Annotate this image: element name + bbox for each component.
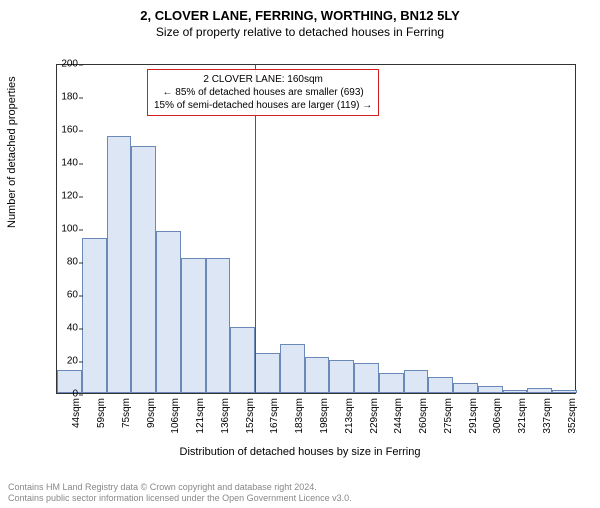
histogram-bar xyxy=(354,363,379,393)
x-tick-label: 229sqm xyxy=(369,398,380,434)
y-tick-label: 200 xyxy=(48,59,78,70)
histogram-bar xyxy=(156,231,181,393)
y-axis-label: Number of detached properties xyxy=(6,76,18,228)
histogram-bar xyxy=(131,146,156,394)
x-tick-label: 152sqm xyxy=(245,398,256,434)
x-tick-label: 213sqm xyxy=(344,398,355,434)
x-tick-label: 75sqm xyxy=(121,398,132,428)
x-tick-label: 306sqm xyxy=(492,398,503,434)
annotation-line: ← 85% of detached houses are smaller (69… xyxy=(154,86,372,99)
y-tick-label: 120 xyxy=(48,191,78,202)
x-tick-label: 121sqm xyxy=(195,398,206,434)
histogram-bar xyxy=(478,386,503,393)
chart-plot-area: 2 CLOVER LANE: 160sqm← 85% of detached h… xyxy=(56,64,576,394)
histogram-bar xyxy=(107,136,132,393)
footer-line-2: Contains public sector information licen… xyxy=(8,493,352,504)
y-tick-label: 40 xyxy=(48,323,78,334)
x-tick-label: 167sqm xyxy=(269,398,280,434)
footer-attribution: Contains HM Land Registry data © Crown c… xyxy=(8,482,352,504)
x-tick-label: 59sqm xyxy=(96,398,107,428)
histogram-bar xyxy=(206,258,231,393)
y-tick-label: 140 xyxy=(48,158,78,169)
annotation-line: 2 CLOVER LANE: 160sqm xyxy=(154,73,372,86)
histogram-bar xyxy=(453,383,478,393)
x-tick-label: 275sqm xyxy=(443,398,454,434)
annotation-box: 2 CLOVER LANE: 160sqm← 85% of detached h… xyxy=(147,69,379,116)
histogram-bar xyxy=(305,357,330,393)
x-tick-label: 337sqm xyxy=(542,398,553,434)
x-axis-label: Distribution of detached houses by size … xyxy=(0,446,600,458)
histogram-bar xyxy=(428,377,453,394)
histogram-bar xyxy=(527,388,552,393)
x-tick-label: 106sqm xyxy=(170,398,181,434)
y-tick-label: 20 xyxy=(48,356,78,367)
x-tick-label: 260sqm xyxy=(418,398,429,434)
title-sub: Size of property relative to detached ho… xyxy=(0,25,600,39)
histogram-bar xyxy=(280,344,305,394)
y-tick-label: 100 xyxy=(48,224,78,235)
annotation-line: 15% of semi-detached houses are larger (… xyxy=(154,99,372,112)
histogram-bar xyxy=(82,238,107,393)
x-tick-label: 352sqm xyxy=(567,398,578,434)
y-tick-label: 60 xyxy=(48,290,78,301)
y-tick-label: 80 xyxy=(48,257,78,268)
histogram-bar xyxy=(329,360,354,393)
x-tick-label: 183sqm xyxy=(294,398,305,434)
x-tick-label: 291sqm xyxy=(468,398,479,434)
footer-line-1: Contains HM Land Registry data © Crown c… xyxy=(8,482,352,493)
x-tick-label: 321sqm xyxy=(517,398,528,434)
histogram-bar xyxy=(181,258,206,393)
histogram-bar xyxy=(552,390,577,393)
x-tick-label: 198sqm xyxy=(319,398,330,434)
title-main: 2, CLOVER LANE, FERRING, WORTHING, BN12 … xyxy=(0,8,600,23)
histogram-bar xyxy=(379,373,404,393)
x-tick-label: 136sqm xyxy=(220,398,231,434)
x-tick-label: 90sqm xyxy=(146,398,157,428)
y-tick-label: 160 xyxy=(48,125,78,136)
histogram-bar xyxy=(404,370,429,393)
x-tick-label: 244sqm xyxy=(393,398,404,434)
x-tick-label: 44sqm xyxy=(71,398,82,428)
histogram-bar xyxy=(230,327,255,393)
histogram-bar xyxy=(255,353,280,393)
histogram-bar xyxy=(503,390,528,393)
y-tick-label: 180 xyxy=(48,92,78,103)
